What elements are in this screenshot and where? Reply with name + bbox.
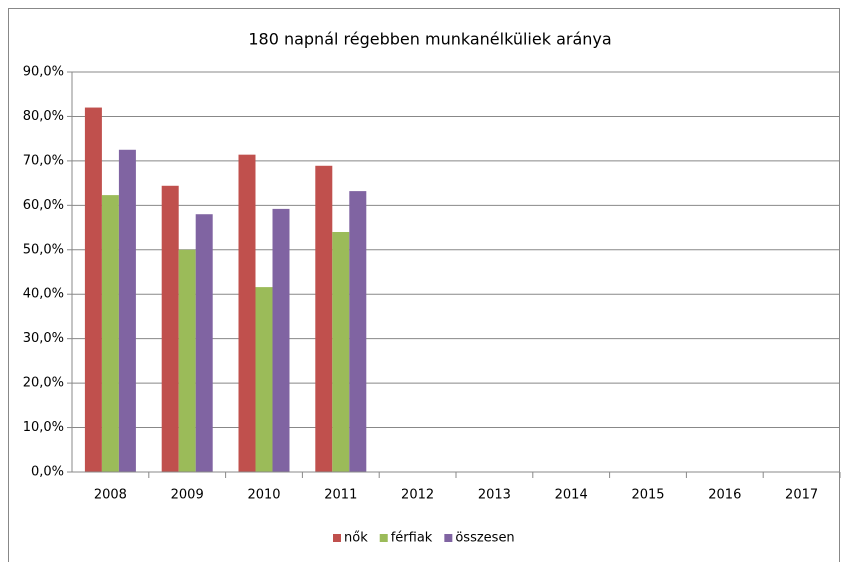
x-tick-label: 2013 xyxy=(478,488,511,503)
y-tick-label: 10,0% xyxy=(23,420,64,435)
y-tick-label: 0,0% xyxy=(31,465,64,480)
y-tick-label: 70,0% xyxy=(23,153,64,168)
bar xyxy=(238,154,256,472)
legend-swatch xyxy=(379,534,388,542)
legend-swatch xyxy=(333,534,341,542)
legend-label: összesen xyxy=(455,531,514,546)
x-tick-label: 2011 xyxy=(324,488,357,503)
bar xyxy=(315,165,333,472)
bar xyxy=(332,232,350,472)
x-tick-label: 2014 xyxy=(555,488,588,503)
legend-swatch xyxy=(444,534,453,542)
y-tick-label: 90,0% xyxy=(23,65,64,80)
x-tick-label: 2015 xyxy=(631,488,664,503)
x-tick-label: 2017 xyxy=(785,488,818,503)
chart-title: 180 napnál régebben munkanélküliek arány… xyxy=(248,30,611,49)
bar xyxy=(272,208,290,472)
x-tick-label: 2012 xyxy=(401,488,434,503)
bar xyxy=(255,287,273,472)
x-tick-label: 2009 xyxy=(171,488,204,503)
y-tick-label: 80,0% xyxy=(23,109,64,124)
y-tick-label: 60,0% xyxy=(23,198,64,213)
y-tick-label: 20,0% xyxy=(23,376,64,391)
bar xyxy=(101,195,119,472)
y-tick-label: 30,0% xyxy=(23,331,64,346)
y-tick-label: 40,0% xyxy=(23,287,64,302)
bar xyxy=(161,185,179,472)
bar xyxy=(118,149,136,472)
bar xyxy=(178,249,196,472)
legend-label: nők xyxy=(344,531,368,546)
x-tick-label: 2016 xyxy=(708,488,741,503)
x-tick-label: 2008 xyxy=(94,488,127,503)
bar xyxy=(349,191,367,472)
bar xyxy=(195,214,213,472)
x-tick-label: 2010 xyxy=(247,488,280,503)
bar xyxy=(84,107,102,473)
chart-frame xyxy=(8,8,840,566)
legend-label: férfiak xyxy=(391,531,433,546)
y-tick-label: 50,0% xyxy=(23,242,64,257)
